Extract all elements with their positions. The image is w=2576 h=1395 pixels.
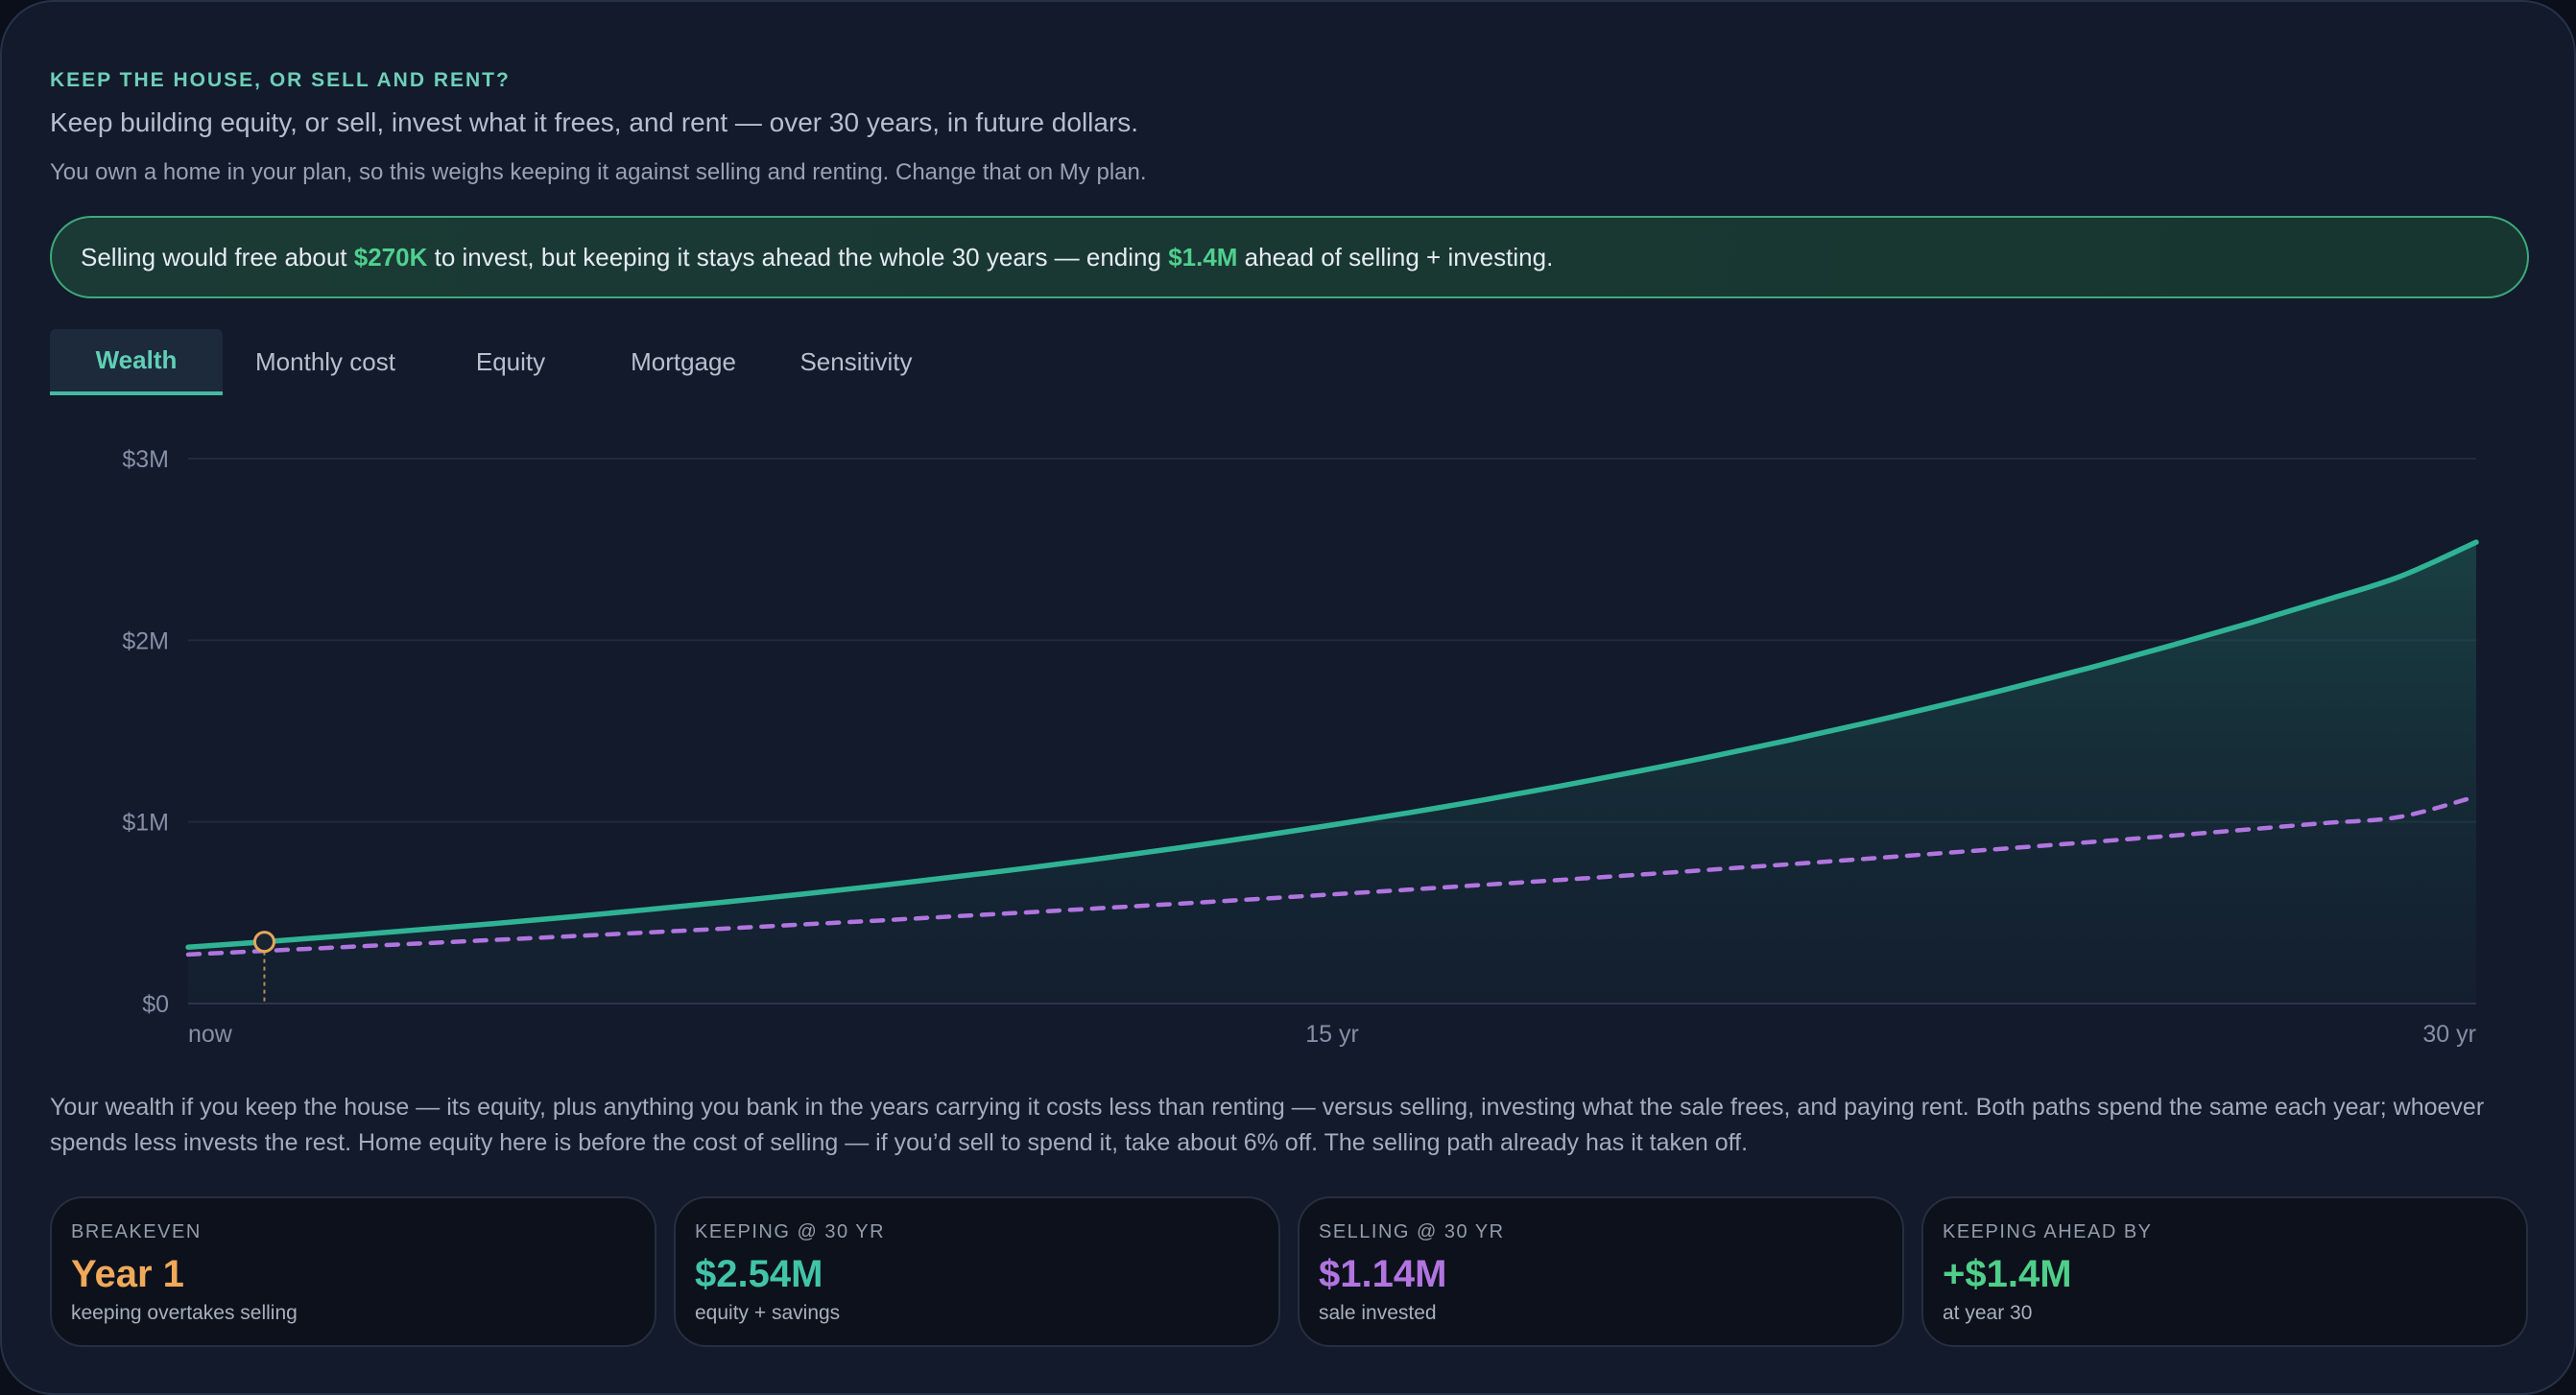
banner-ahead-amount: $1.4M	[1168, 242, 1238, 272]
stat-sub: keeping overtakes selling	[71, 1302, 298, 1324]
stat-value: Year 1	[71, 1253, 184, 1295]
x-tick-label: now	[188, 1021, 233, 1048]
y-tick-label: $2M	[122, 627, 169, 654]
stat-value: $2.54M	[695, 1253, 823, 1295]
tab-wealth[interactable]: Wealth	[50, 329, 223, 395]
stat-value: $1.14M	[1319, 1253, 1447, 1295]
stat-label: KEEPING AHEAD BY	[1943, 1221, 2153, 1242]
keeping-area-fill	[188, 542, 2476, 1004]
summary-banner: Selling would free about $270K to invest…	[50, 216, 2529, 298]
y-tick-label: $1M	[122, 810, 169, 837]
stat-sub: equity + savings	[695, 1302, 841, 1324]
tab-monthly-cost[interactable]: Monthly cost	[255, 347, 395, 376]
stat-keeping-30yr: KEEPING @ 30 YR $2.54M equity + savings	[674, 1196, 1280, 1347]
banner-text-2: to invest, but keeping it stays ahead th…	[427, 242, 1169, 272]
selling-series-line	[185, 793, 2479, 958]
y-tick-label: $3M	[122, 446, 169, 473]
eyebrow-title: KEEP THE HOUSE, OR SELL AND RENT?	[50, 69, 511, 91]
stat-label: SELLING @ 30 YR	[1319, 1221, 1505, 1242]
x-tick-label: 15 yr	[1305, 1021, 1359, 1048]
banner-text-3: ahead of selling + investing.	[1237, 242, 1554, 272]
stat-sub: at year 30	[1943, 1302, 2033, 1324]
subline: You own a home in your plan, so this wei…	[50, 159, 1147, 186]
stat-sub: sale invested	[1319, 1302, 1437, 1324]
stat-selling-30yr: SELLING @ 30 YR $1.14M sale invested	[1298, 1196, 1904, 1347]
x-tick-label: 30 yr	[2422, 1021, 2476, 1048]
tab-sensitivity[interactable]: Sensitivity	[799, 347, 913, 376]
wealth-chart: $0 $1M $2M $3M now 15 yr 30 yr	[122, 446, 2479, 1048]
stat-label: BREAKEVEN	[71, 1221, 202, 1242]
tab-bar: Wealth Monthly cost Equity Mortgage Sens…	[50, 329, 1010, 395]
stat-label: KEEPING @ 30 YR	[695, 1221, 886, 1242]
keeping-series-line	[185, 539, 2479, 951]
tab-equity[interactable]: Equity	[475, 347, 546, 376]
tab-mortgage[interactable]: Mortgage	[631, 347, 736, 376]
banner-freed-amount: $270K	[353, 242, 428, 272]
banner-text-1: Selling would free about	[81, 242, 354, 272]
headline: Keep building equity, or sell, invest wh…	[50, 107, 1139, 137]
breakeven-marker	[252, 931, 275, 954]
stat-breakeven: BREAKEVEN Year 1 keeping overtakes selli…	[50, 1196, 656, 1347]
chart-explanation: Your wealth if you keep the house — its …	[50, 1094, 2485, 1156]
stat-keeping-ahead: KEEPING AHEAD BY +$1.4M at year 30	[1921, 1196, 2528, 1347]
y-tick-label: $0	[142, 991, 169, 1018]
stat-value: +$1.4M	[1943, 1253, 2072, 1295]
subline-text: You own a home in your plan, so this wei…	[50, 159, 1147, 185]
